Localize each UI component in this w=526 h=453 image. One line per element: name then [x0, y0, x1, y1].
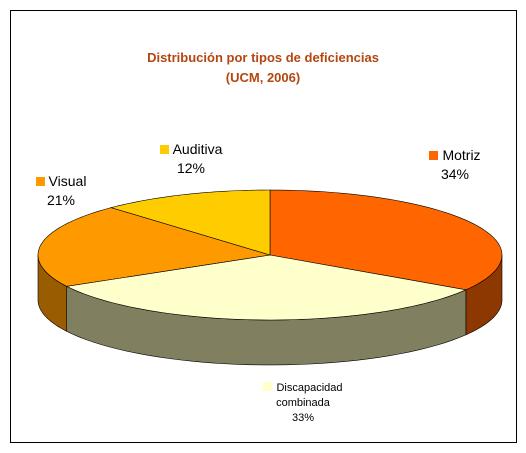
slice	[37, 207, 271, 287]
data-label: Motriz 34%	[400, 146, 510, 184]
value-label: 33%	[291, 411, 315, 424]
category-label: Visual	[48, 173, 87, 189]
category-label: Auditiva	[172, 141, 223, 157]
legend-entry: Auditiva	[136, 140, 246, 159]
category-label: Motriz	[442, 147, 481, 163]
data-label: Auditiva 12%	[136, 140, 246, 178]
legend-swatch	[429, 151, 439, 160]
chart-subtitle: (UCM, 2006)	[225, 70, 301, 85]
value-label: 12%	[176, 159, 206, 176]
slice	[269, 189, 503, 291]
data-label: Visual 21%	[16, 172, 106, 210]
legend-swatch	[159, 145, 169, 154]
legend-entry: Visual	[16, 172, 106, 191]
data-label: Discapacidad combinada 33%	[255, 381, 351, 426]
legend-swatch	[35, 177, 45, 186]
legend-entry: Discapacidad combinada	[255, 381, 351, 411]
value-label: 34%	[440, 165, 470, 182]
category-label: Discapacidad combinada	[276, 382, 343, 409]
legend-swatch	[263, 382, 273, 391]
chart-title: Distribución por tipos de deficiencias	[147, 50, 379, 65]
value-label: 21%	[46, 191, 76, 208]
legend-entry: Motriz	[400, 146, 510, 165]
slice	[65, 254, 467, 321]
slice	[110, 189, 271, 256]
